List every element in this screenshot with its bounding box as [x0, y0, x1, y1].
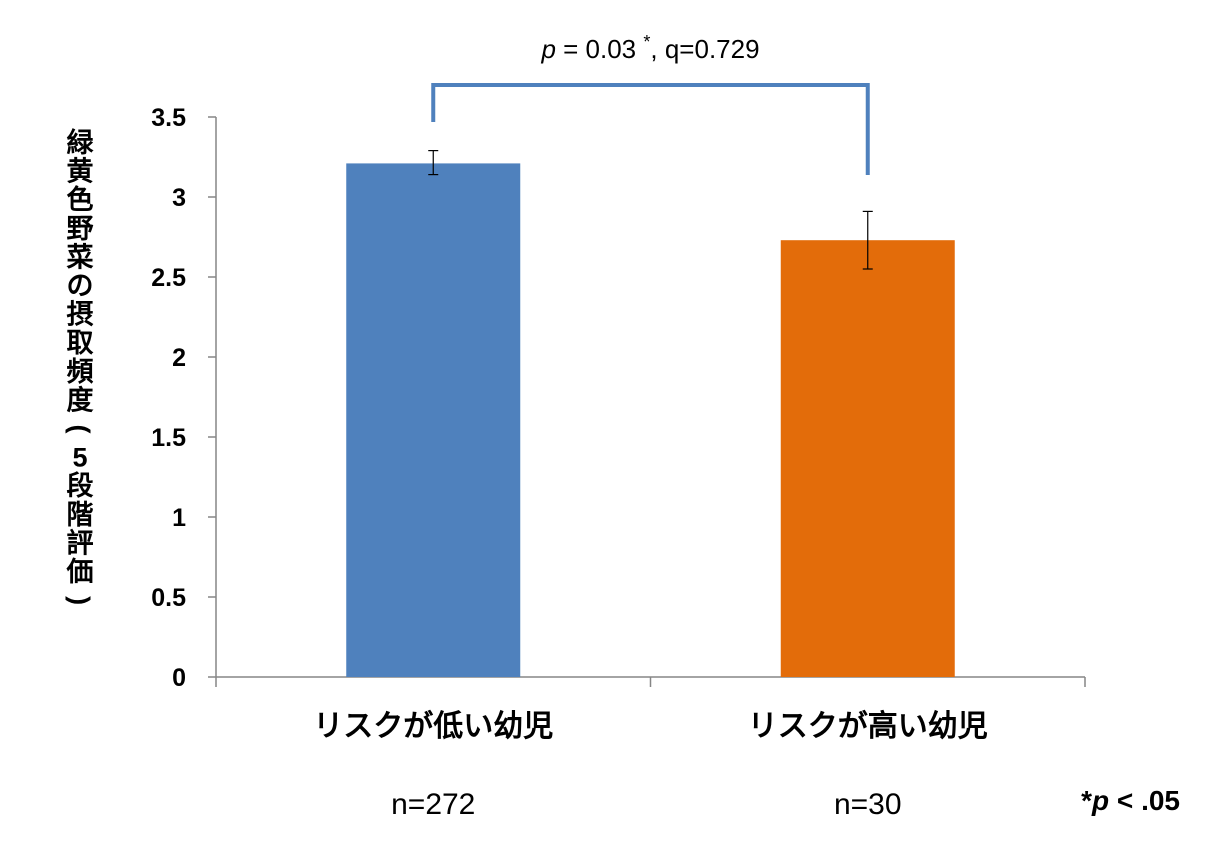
- y-axis-title-char: 色: [67, 184, 94, 215]
- footnote-p-symbol: p: [1091, 785, 1109, 816]
- annotation-layer: p = 0.03 *, q=0.729*p < .05: [431, 32, 1180, 816]
- p-value-annotation: p = 0.03 *, q=0.729: [540, 32, 759, 64]
- y-tick-label: 1: [172, 504, 186, 532]
- y-axis-title-char: 緑: [67, 127, 95, 158]
- y-tick-label: 3: [172, 184, 186, 212]
- sample-size-label: n=272: [391, 788, 475, 821]
- x-category-label: リスクが高い幼児: [748, 709, 988, 743]
- y-axis-title-char: 野: [67, 214, 94, 244]
- p-symbol: p: [540, 34, 555, 64]
- bar: [346, 163, 521, 677]
- y-axis-title-char: 度: [67, 384, 94, 415]
- sample-size-label: n=30: [834, 788, 902, 821]
- bars-layer: [346, 150, 955, 677]
- y-axis-title-char: 階: [67, 500, 94, 530]
- y-tick-label: 2.5: [151, 264, 186, 292]
- y-axis-title-char: ): [65, 596, 95, 605]
- footnote-text: < .05: [1109, 785, 1180, 816]
- y-axis-title-char: 段: [67, 471, 94, 501]
- y-axis-title-char: 評: [67, 527, 94, 558]
- y-tick-label: 0.5: [151, 584, 186, 612]
- y-tick-label: 0: [172, 664, 186, 692]
- significance-bracket: [431, 83, 870, 175]
- y-axis-title-char: 黄: [67, 157, 94, 187]
- p-value-text: = 0.03: [556, 34, 643, 64]
- y-axis-title-char: 価: [66, 557, 94, 587]
- significance-footnote: *p < .05: [1081, 785, 1180, 816]
- y-axis-title-char: 取: [67, 328, 94, 358]
- y-tick-label: 1.5: [151, 424, 186, 452]
- bar: [780, 240, 955, 677]
- footnote-star: *: [1081, 785, 1092, 816]
- y-axis-title-char: 菜: [66, 242, 94, 272]
- x-category-label: リスクが低い幼児: [313, 709, 553, 743]
- q-value-text: , q=0.729: [650, 34, 759, 64]
- y-tick-label: 2: [172, 344, 186, 372]
- significance-star: *: [643, 32, 650, 52]
- y-axis-title-char: (: [65, 425, 95, 434]
- y-tick-label: 3.5: [151, 104, 186, 132]
- y-axis-title-char: 頻: [67, 357, 94, 387]
- y-axis-title-char: の: [67, 271, 94, 301]
- y-axis-title-char: 摂: [67, 300, 94, 330]
- y-axis-title-char: 5: [72, 443, 87, 473]
